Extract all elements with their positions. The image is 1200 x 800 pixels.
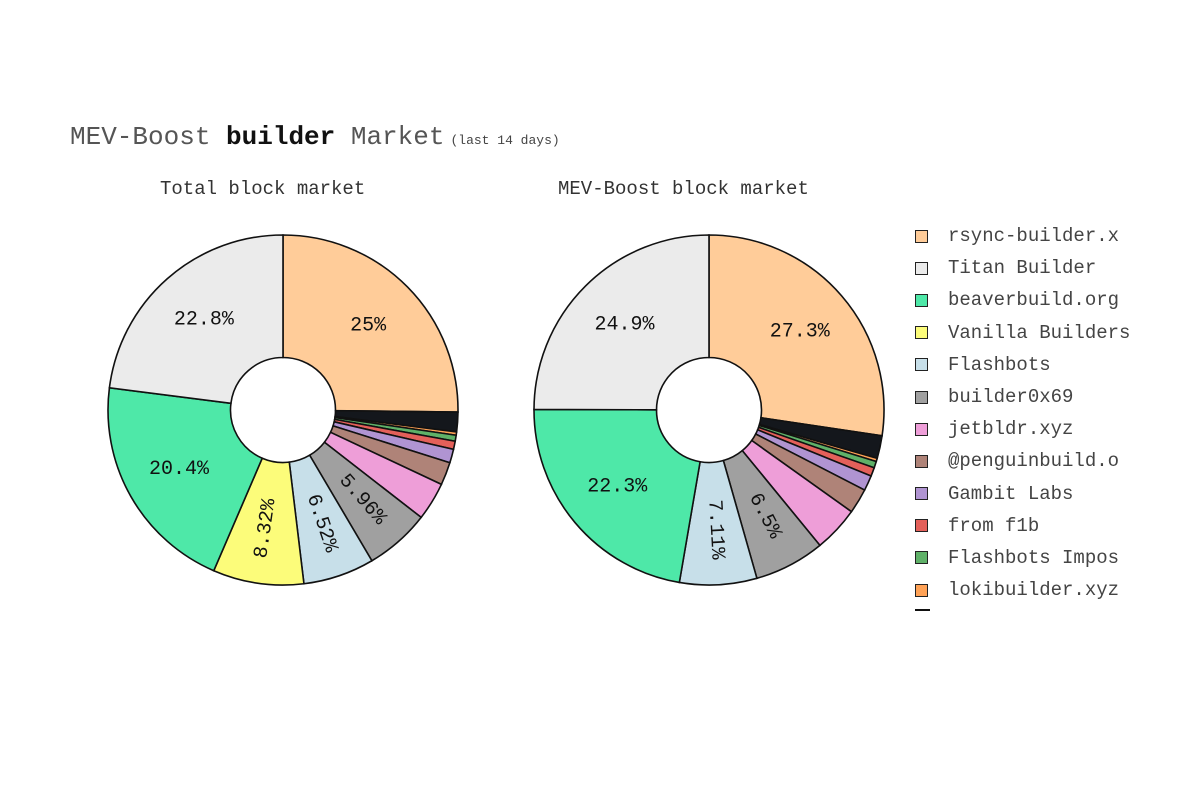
- pie-data-label: 27.3%: [770, 320, 831, 343]
- pie-data-label: 20.4%: [149, 458, 210, 481]
- legend-swatch: [915, 454, 928, 468]
- legend-swatch: [915, 326, 928, 340]
- legend-label: Flashbots Impos: [948, 546, 1120, 569]
- pie-slice-flashbots: [288, 454, 373, 585]
- legend-label: Titan Builder: [948, 257, 1097, 280]
- legend-swatch: [915, 519, 928, 533]
- legend-label: jetbldr.xyz: [948, 418, 1074, 441]
- legend-label: Flashbots: [948, 353, 1051, 376]
- legend-swatch: [915, 390, 928, 404]
- legend-overflow-indicator: [915, 609, 930, 612]
- legend-item[interactable]: beaverbuild.org: [915, 284, 1130, 316]
- legend-item[interactable]: Gambit Labs: [915, 478, 1130, 510]
- legend-label: lokibuilder.xyz: [948, 579, 1120, 602]
- pie-slice-beaverbuild-org: [107, 386, 264, 572]
- pie-slice-titan-builder: [108, 234, 284, 405]
- legend-item[interactable]: builder0x69: [915, 381, 1130, 413]
- pie-slice-rsync-builder-x: [282, 234, 459, 413]
- legend-item[interactable]: lokibuilder.xyz: [915, 574, 1130, 606]
- legend-label: rsync-builder.x: [948, 225, 1120, 248]
- legend-swatch: [915, 551, 928, 565]
- legend-item[interactable]: Vanilla Builders: [915, 317, 1130, 349]
- legend-item[interactable]: Titan Builder: [915, 252, 1130, 284]
- legend-item[interactable]: from f1b: [915, 510, 1130, 542]
- pie-data-label: 24.9%: [594, 314, 655, 337]
- pie-slice-flashbots: [678, 459, 758, 586]
- legend-label: builder0x69: [948, 386, 1074, 409]
- title-suffix: Market: [335, 122, 445, 152]
- legend-swatch: [915, 422, 928, 436]
- legend-item[interactable]: Flashbots: [915, 349, 1130, 381]
- legend-swatch: [915, 358, 928, 372]
- pie-slice-vanilla-builders: [212, 457, 305, 586]
- title-prefix: MEV-Boost: [70, 122, 227, 152]
- legend-swatch: [915, 261, 928, 275]
- legend-item[interactable]: Flashbots Impos: [915, 542, 1130, 574]
- pie-data-label: 25%: [350, 314, 387, 337]
- chart-main-title: MEV-Boost builder Market (last 14 days): [70, 122, 560, 152]
- legend-label: Gambit Labs: [948, 482, 1074, 505]
- legend-swatch: [915, 293, 928, 307]
- pie-mevboost-title: MEV-Boost block market: [558, 178, 809, 200]
- legend-swatch: [915, 583, 928, 597]
- legend-swatch: [915, 487, 928, 501]
- legend-item[interactable]: jetbldr.xyz: [915, 413, 1130, 445]
- legend-item[interactable]: @penguinbuild.o: [915, 445, 1130, 477]
- legend-label: from f1b: [948, 514, 1040, 537]
- pie-data-label: 7.11%: [702, 499, 728, 561]
- pie-data-label: 22.8%: [174, 309, 235, 332]
- pie-0: 25%5.96%6.52%8.32%20.4%22.8%: [107, 234, 459, 586]
- legend-swatch: [915, 229, 928, 243]
- pie-data-label: 22.3%: [587, 476, 648, 499]
- title-bold: builder: [226, 122, 336, 152]
- pie-total-title: Total block market: [160, 178, 366, 200]
- pie-1: 27.3%6.5%7.11%22.3%24.9%: [533, 234, 885, 586]
- legend-label: @penguinbuild.o: [948, 450, 1120, 473]
- pie-slice-titan-builder: [533, 234, 710, 411]
- title-subtitle: (last 14 days): [450, 133, 560, 148]
- pie-slice-rsync-builder-x: [708, 234, 885, 437]
- legend-item[interactable]: rsync-builder.x: [915, 220, 1130, 252]
- legend-label: beaverbuild.org: [948, 289, 1120, 312]
- legend: rsync-builder.x Titan Builder beaverbuild.…: [915, 220, 1130, 612]
- pie-slice-beaverbuild-org: [533, 408, 702, 584]
- pie-slice-builder0x69: [722, 449, 822, 580]
- legend-label: Vanilla Builders: [948, 321, 1131, 344]
